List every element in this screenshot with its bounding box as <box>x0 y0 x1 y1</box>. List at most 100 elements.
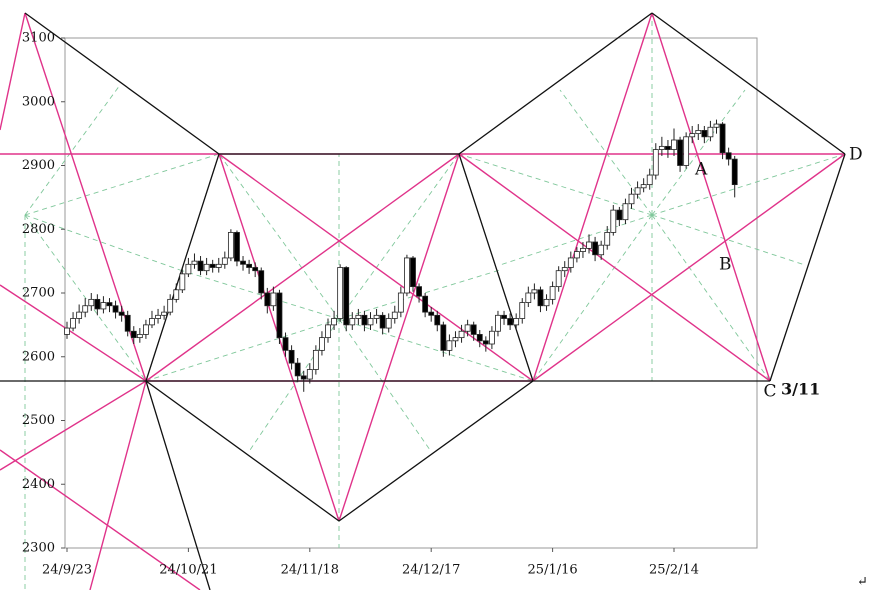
candle-body <box>519 302 526 319</box>
candle-body <box>100 302 107 310</box>
candle-body <box>452 337 459 342</box>
candle-body <box>404 257 410 294</box>
candle-body <box>640 184 647 189</box>
candle-body <box>598 244 605 256</box>
candle-body <box>288 349 295 364</box>
candle-body <box>561 267 568 272</box>
candle-body <box>513 318 520 326</box>
candle-body <box>567 257 574 268</box>
candle-body <box>149 318 155 326</box>
y-tick-label: 2500 <box>22 413 55 428</box>
candle-body <box>482 340 489 345</box>
candle-body <box>495 314 501 332</box>
candle-body <box>677 139 683 166</box>
candle-body <box>221 257 228 265</box>
candle-body <box>264 292 271 307</box>
candle-body <box>130 330 137 339</box>
x-tick-label: 25/1/16 <box>528 563 578 578</box>
candle-body <box>464 324 471 332</box>
candle-body <box>70 318 76 329</box>
candle-body <box>167 298 174 313</box>
candle-body <box>586 241 592 249</box>
candle-body <box>683 136 690 166</box>
candle-body <box>349 318 356 326</box>
candle-body <box>197 260 204 272</box>
candle-body <box>652 149 659 176</box>
candle-body <box>64 327 70 335</box>
x-tick-label: 24/11/18 <box>281 563 339 578</box>
candle-body <box>616 209 623 221</box>
candle-body <box>555 270 562 288</box>
candle-body <box>470 324 477 335</box>
candle-body <box>416 286 422 297</box>
candle-body <box>88 298 95 307</box>
y-tick-label: 3100 <box>22 31 55 46</box>
annotation: B <box>719 255 732 275</box>
green-rays <box>24 13 846 590</box>
candle-body <box>592 241 598 256</box>
candle-body <box>501 314 507 319</box>
candle-body <box>580 247 586 252</box>
candle-body <box>173 289 180 300</box>
candle-body <box>94 298 101 310</box>
candle-body <box>143 324 149 335</box>
candle-body <box>434 314 441 326</box>
x-tick-label: 24/12/17 <box>402 563 460 578</box>
candle-body <box>397 292 404 313</box>
candle-body <box>410 257 416 288</box>
candle-body <box>689 133 696 138</box>
y-tick-label: 2900 <box>22 158 55 173</box>
candle-body <box>531 289 538 294</box>
annotation: A <box>694 160 708 180</box>
candle-body <box>294 362 301 377</box>
candle-body <box>209 263 216 268</box>
candle-body <box>343 267 350 326</box>
candle-body <box>282 337 289 351</box>
candle-body <box>422 295 429 313</box>
annotation: C <box>763 382 776 402</box>
candle-body <box>312 349 319 370</box>
candle-body <box>379 314 386 329</box>
candle-body <box>118 311 125 316</box>
candle-body <box>124 314 131 332</box>
candle-body <box>628 193 635 205</box>
candle-body <box>476 334 483 342</box>
x-tick-label: 25/2/14 <box>649 563 699 578</box>
candle-body <box>227 232 234 259</box>
candle-body <box>306 369 313 380</box>
candle-body <box>543 298 550 307</box>
candle-body <box>136 334 143 339</box>
candle-body <box>695 130 702 135</box>
candle-body <box>337 267 344 319</box>
y-tick-label: 2300 <box>22 541 55 556</box>
candle-body <box>446 340 453 351</box>
y-tick-label: 2600 <box>22 349 55 364</box>
candle-body <box>507 318 514 326</box>
candle-body <box>106 302 113 307</box>
candle-body <box>671 139 677 150</box>
x-tick-label: 24/10/21 <box>159 563 217 578</box>
candle-body <box>458 330 465 339</box>
candle-body <box>549 286 556 300</box>
candle-body <box>155 314 161 319</box>
candle-body <box>185 263 192 275</box>
candle-body <box>537 289 544 307</box>
black-lines <box>0 12 846 590</box>
candle-body <box>440 324 447 351</box>
candle-body <box>385 318 392 329</box>
candle-body <box>112 305 119 313</box>
candle-body <box>719 123 726 154</box>
candle-body <box>331 318 337 326</box>
candle-body <box>713 123 720 128</box>
candle-body <box>191 260 198 265</box>
candle-body <box>203 263 210 272</box>
candle-body <box>355 314 362 319</box>
candle-body <box>707 126 714 138</box>
candle-body <box>646 174 653 186</box>
candle-body <box>215 263 222 268</box>
candle-body <box>319 337 325 351</box>
candle-body <box>665 145 671 150</box>
candle-body <box>252 267 259 272</box>
candle-body <box>488 330 495 345</box>
x-tick-label: 24/9/23 <box>42 563 92 578</box>
